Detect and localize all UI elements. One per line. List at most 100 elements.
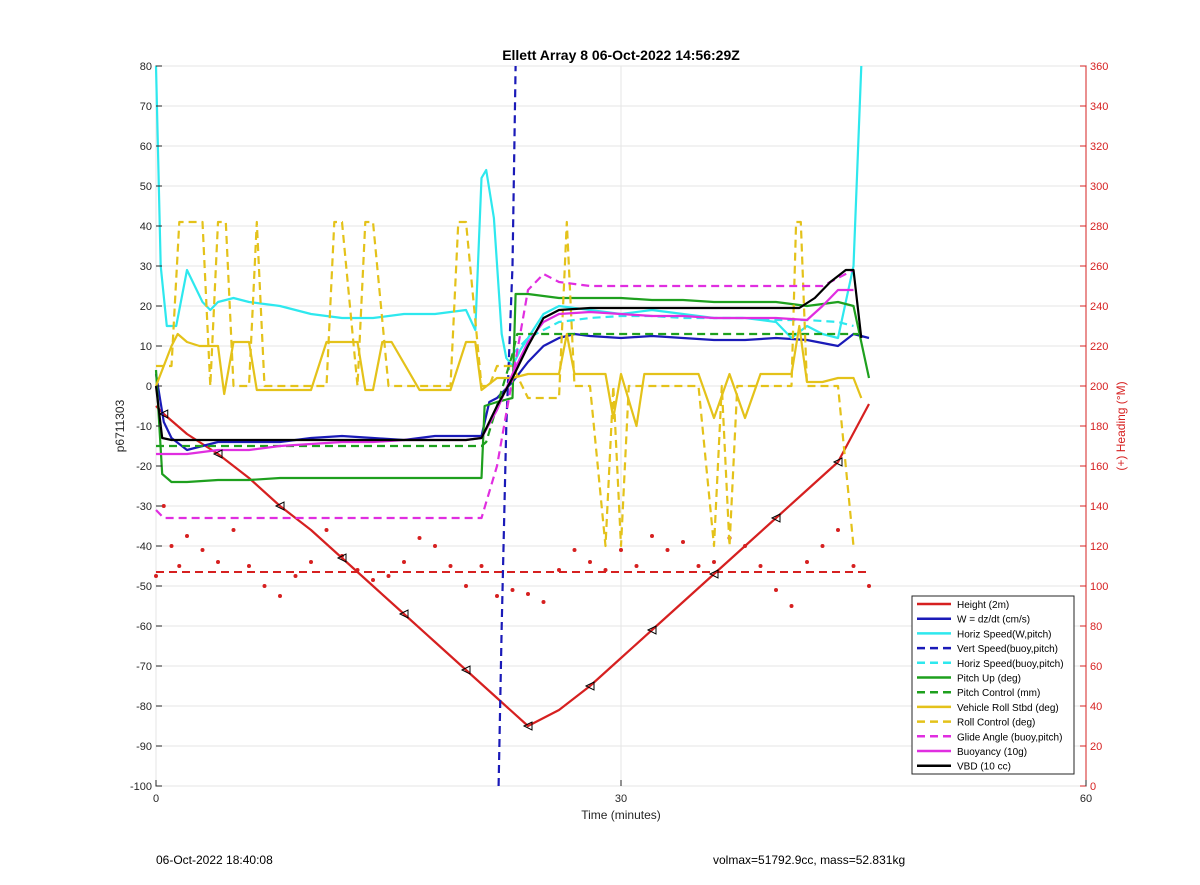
heading-point xyxy=(805,560,809,564)
y2-tick-label: 120 xyxy=(1090,541,1108,553)
heading-point xyxy=(293,574,298,578)
y-tick-label: 80 xyxy=(140,61,152,73)
footer-volmax-mass: volmax=51792.9cc, mass=52.831kg xyxy=(713,853,906,867)
y-tick-label: -20 xyxy=(136,461,152,473)
y2-tick-label: 200 xyxy=(1090,381,1108,393)
height-marker xyxy=(708,569,719,579)
heading-point xyxy=(541,600,546,604)
height-marker xyxy=(274,501,285,511)
heading-point xyxy=(371,578,375,582)
y2-tick-label: 320 xyxy=(1090,141,1108,153)
y-tick-label: -90 xyxy=(136,741,152,753)
heading-point xyxy=(603,568,608,572)
legend-label: Pitch Control (mm) xyxy=(957,688,1040,699)
legend-items: Height (2m) W = dz/dt (cm/s) Horiz Speed(W… xyxy=(917,600,1064,773)
height-marker xyxy=(646,625,657,635)
legend-label: W = dz/dt (cm/s) xyxy=(957,615,1030,626)
heading-point xyxy=(588,560,592,564)
y-tick-label: -100 xyxy=(130,781,152,793)
y2-tick-label: 360 xyxy=(1090,61,1108,73)
pitch-control-mm-line xyxy=(156,332,859,448)
heading-point xyxy=(774,588,778,592)
y2-tick-label: 140 xyxy=(1090,501,1108,513)
heading-point xyxy=(836,528,840,532)
legend-label: Vert Speed(buoy,pitch) xyxy=(957,644,1058,655)
y2-tick-label: 20 xyxy=(1090,741,1102,753)
y2-tick-label: 40 xyxy=(1090,701,1102,713)
y2-tick-label: 0 xyxy=(1090,781,1096,793)
heading-point xyxy=(169,544,174,548)
x-tick-label: 0 xyxy=(153,793,159,805)
heading-point xyxy=(557,568,561,572)
legend-label: Vehicle Roll Stbd (deg) xyxy=(957,703,1059,714)
heading-point xyxy=(309,560,313,564)
y-tick-label: 40 xyxy=(140,221,152,233)
height-marker xyxy=(158,409,169,419)
heading-point xyxy=(278,594,282,598)
legend-label: Height (2m) xyxy=(957,600,1009,611)
heading-point xyxy=(154,574,158,578)
height-marker xyxy=(522,721,533,731)
height-2m-line xyxy=(155,403,870,728)
y2-tick-label: 340 xyxy=(1090,101,1108,113)
heading-point xyxy=(216,560,220,564)
y-tick-label: -70 xyxy=(136,661,152,673)
heading-point xyxy=(789,604,794,608)
heading-point xyxy=(867,584,871,588)
heading-point xyxy=(417,536,422,540)
heading-point xyxy=(495,594,499,598)
y2-tick-label: 160 xyxy=(1090,461,1108,473)
heading-point xyxy=(231,528,236,532)
y2-axis-label: (+) Heading (°M) xyxy=(1114,381,1128,470)
glide-angle-buoy-pitch-line xyxy=(155,269,855,520)
y2-tick-label: 220 xyxy=(1090,341,1108,353)
heading-point xyxy=(712,560,716,564)
y2-tick-label: 260 xyxy=(1090,261,1108,273)
y2-tick-label: 240 xyxy=(1090,301,1108,313)
x-tick-label: 30 xyxy=(615,793,627,805)
y-tick-label: -40 xyxy=(136,541,152,553)
height-marker xyxy=(398,609,409,619)
pitch-up-deg-line xyxy=(154,292,871,484)
heading-point xyxy=(758,564,763,568)
heading-point xyxy=(324,528,329,532)
heading-point xyxy=(479,564,484,568)
y-tick-label: -50 xyxy=(136,581,152,593)
legend: Height (2m) W = dz/dt (cm/s) Horiz Speed(W… xyxy=(911,595,1075,775)
y2-tick-label: 60 xyxy=(1090,661,1102,673)
y2-tick-label: 300 xyxy=(1090,181,1108,193)
x-tick-label: 60 xyxy=(1080,793,1092,805)
y2-tick-label: 100 xyxy=(1090,581,1108,593)
vbd-10-cc-line xyxy=(154,268,863,442)
tick-layer: 80706050403020100-10-20-30-40-50-60-70-8… xyxy=(130,61,1108,805)
heading-point xyxy=(619,548,623,552)
legend-box xyxy=(911,595,1075,775)
y-tick-label: -60 xyxy=(136,621,152,633)
heading-point xyxy=(200,548,205,552)
heading-point xyxy=(650,534,654,538)
legend-label: Roll Control (deg) xyxy=(957,718,1035,729)
heading-point xyxy=(402,560,406,564)
y-tick-label: 20 xyxy=(140,301,152,313)
y-tick-label: -30 xyxy=(136,501,152,513)
heading-point xyxy=(247,564,251,568)
height-marker xyxy=(832,457,843,467)
heading-point xyxy=(464,584,468,588)
heading-point xyxy=(820,544,825,548)
legend-label: VBD (10 cc) xyxy=(957,762,1011,773)
y-tick-label: 70 xyxy=(140,101,152,113)
x-axis-label: Time (minutes) xyxy=(581,808,661,822)
heading-point xyxy=(572,548,577,552)
y-tick-label: 30 xyxy=(140,261,152,273)
heading-point xyxy=(510,588,515,592)
legend-label: Glide Angle (buoy,pitch) xyxy=(957,732,1062,743)
heading-point xyxy=(262,584,267,588)
vert-speed-buoy-pitch-line xyxy=(497,65,517,787)
y2-tick-label: 180 xyxy=(1090,421,1108,433)
heading-point xyxy=(161,504,166,508)
heading-point xyxy=(851,564,856,568)
heading-point xyxy=(448,564,453,568)
heading-point xyxy=(177,564,182,568)
y-tick-label: -80 xyxy=(136,701,152,713)
